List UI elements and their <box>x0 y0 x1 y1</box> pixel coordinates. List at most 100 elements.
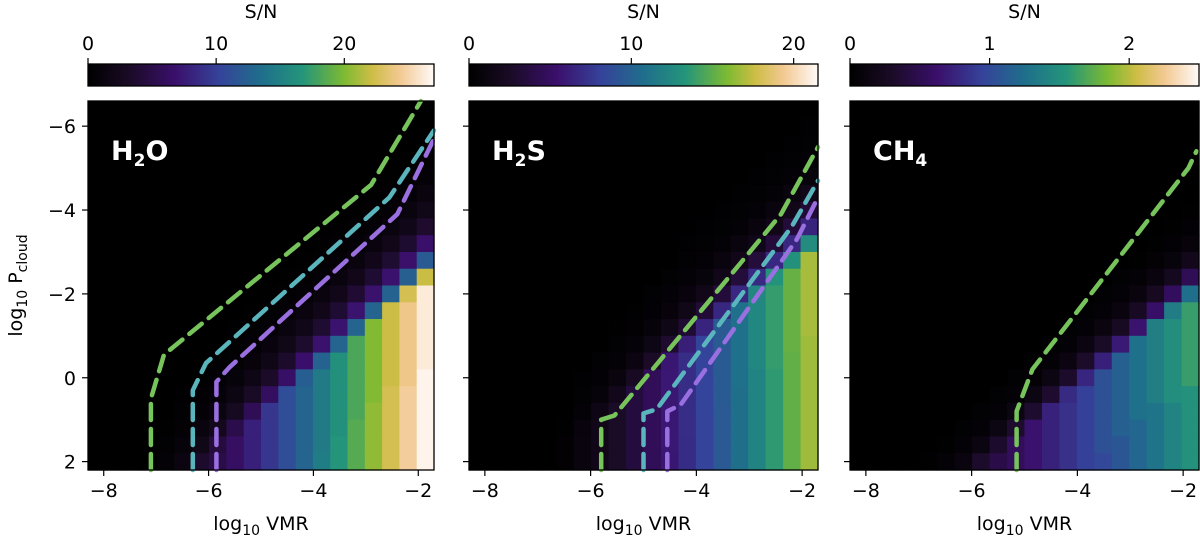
heatmap-cell <box>626 218 645 236</box>
heatmap-cell <box>1146 369 1165 387</box>
heatmap-cell <box>226 453 245 471</box>
heatmap-cell <box>902 251 921 270</box>
heatmap-cell <box>608 184 627 203</box>
heatmap-cell <box>295 335 314 354</box>
heatmap-cell <box>678 168 697 186</box>
heatmap-cell <box>469 251 488 270</box>
heatmap-cell <box>486 218 505 236</box>
heatmap-cell <box>765 117 784 136</box>
heatmap-cell <box>1094 117 1113 136</box>
heatmap-cell <box>347 402 366 421</box>
heatmap-cell <box>867 419 886 438</box>
heatmap-cell <box>226 251 245 270</box>
heatmap-cell <box>1076 201 1095 220</box>
heatmap-cell <box>1041 319 1060 337</box>
heatmap-cell <box>139 184 158 203</box>
x-axis-label: log10 VMR <box>977 513 1072 539</box>
heatmap-cell <box>364 352 383 370</box>
heatmap-cell <box>884 168 903 186</box>
heatmap-cell <box>399 268 418 287</box>
heatmap-cell <box>850 134 869 152</box>
heatmap-cell <box>573 134 592 152</box>
heatmap-cell <box>416 453 435 471</box>
heatmap-cell <box>954 251 973 270</box>
heatmap-cell <box>347 117 366 136</box>
heatmap-cell <box>765 453 784 471</box>
heatmap-cell <box>1094 134 1113 152</box>
heatmap-cell <box>1024 335 1043 354</box>
heatmap-cell <box>88 453 106 471</box>
heatmap-cell <box>678 117 697 136</box>
heatmap-cell <box>1059 453 1078 471</box>
heatmap-cell <box>800 268 819 287</box>
heatmap-cell <box>867 302 886 320</box>
heatmap-cell <box>347 268 366 287</box>
heatmap-cell <box>1059 352 1078 370</box>
heatmap-cell <box>157 184 176 203</box>
heatmap-cell <box>312 201 331 220</box>
heatmap-cell <box>347 335 366 354</box>
heatmap-cell <box>295 436 314 454</box>
heatmap-cell <box>295 201 314 220</box>
heatmap-cell <box>330 419 349 438</box>
heatmap-cell <box>783 101 802 119</box>
heatmap-cell <box>972 101 991 119</box>
heatmap-cell <box>469 235 488 253</box>
heatmap-cell <box>626 184 645 203</box>
heatmap-cell <box>556 151 575 169</box>
heatmap-cell <box>1181 235 1200 253</box>
heatmap-cell <box>556 386 575 404</box>
heatmap-cell <box>538 369 557 387</box>
heatmap-cell <box>556 268 575 287</box>
heatmap-cell <box>191 335 210 354</box>
heatmap-cell <box>209 218 227 236</box>
heatmap-cell <box>382 168 400 186</box>
heatmap-cell <box>800 335 819 354</box>
heatmap-cell <box>330 352 349 370</box>
molecule-label: CH4 <box>873 136 927 171</box>
heatmap-cell <box>486 235 505 253</box>
heatmap-cell <box>556 335 575 354</box>
heatmap-cell <box>1024 117 1043 136</box>
heatmap-cell <box>954 285 973 303</box>
heatmap-cell <box>1129 268 1148 287</box>
heatmap-cell <box>867 369 886 387</box>
heatmap-cell <box>469 218 488 236</box>
heatmap-cell <box>261 134 279 152</box>
heatmap-cell <box>765 386 784 404</box>
heatmap-cell <box>538 302 557 320</box>
heatmap-cell <box>1059 184 1078 203</box>
heatmap-cell <box>399 201 418 220</box>
heatmap-cell <box>486 319 505 337</box>
heatmap-cell <box>191 235 210 253</box>
heatmap-cell <box>573 268 592 287</box>
heatmap-cell <box>748 352 767 370</box>
heatmap-cell <box>954 369 973 387</box>
heatmap-cell <box>243 419 262 438</box>
heatmap-cell <box>347 453 366 471</box>
heatmap-cell <box>678 251 697 270</box>
heatmap-cell <box>521 184 540 203</box>
heatmap-cell <box>573 402 592 421</box>
heatmap-cell <box>1164 218 1183 236</box>
heatmap-cell <box>1059 419 1078 438</box>
heatmap-cell <box>1007 285 1026 303</box>
heatmap-cell <box>1094 201 1113 220</box>
heatmap-cell <box>1076 168 1095 186</box>
heatmap-cell <box>765 302 784 320</box>
heatmap-cell <box>157 268 176 287</box>
heatmap-cell <box>556 319 575 337</box>
heatmap-cell <box>1076 352 1095 370</box>
heatmap-cell <box>243 352 262 370</box>
heatmap-cell <box>783 402 802 421</box>
heatmap-cell <box>1181 268 1200 287</box>
heatmap-cell <box>503 285 522 303</box>
heatmap-cell <box>1007 335 1026 354</box>
heatmap-cell <box>713 419 732 438</box>
heatmap-cell <box>626 134 645 152</box>
heatmap-cell <box>643 453 662 471</box>
heatmap-cell <box>503 235 522 253</box>
heatmap-cell <box>521 151 540 169</box>
heatmap-cell <box>399 235 418 253</box>
heatmap-cell <box>1129 335 1148 354</box>
